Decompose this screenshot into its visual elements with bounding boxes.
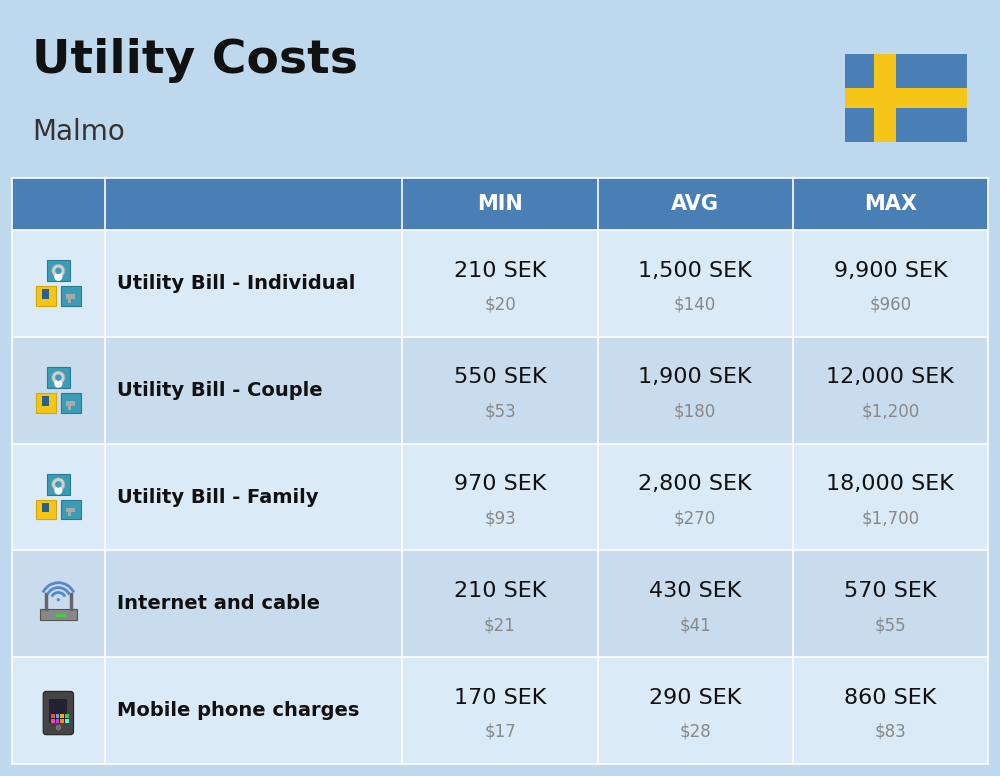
Bar bbox=[66, 294, 75, 299]
Bar bbox=[51, 714, 55, 718]
Text: Mobile phone charges: Mobile phone charges bbox=[117, 701, 359, 720]
Bar bbox=[36, 286, 56, 306]
Bar bbox=[47, 260, 70, 282]
Text: $28: $28 bbox=[679, 723, 711, 741]
Text: 170 SEK: 170 SEK bbox=[454, 688, 546, 708]
Text: 210 SEK: 210 SEK bbox=[454, 581, 546, 601]
Text: 1,900 SEK: 1,900 SEK bbox=[638, 367, 752, 387]
Bar bbox=[36, 393, 56, 413]
Circle shape bbox=[54, 487, 62, 494]
Text: $140: $140 bbox=[674, 296, 716, 314]
Bar bbox=[40, 608, 77, 620]
Circle shape bbox=[52, 371, 65, 384]
Text: MIN: MIN bbox=[477, 194, 523, 214]
Circle shape bbox=[57, 598, 60, 601]
Text: $1,200: $1,200 bbox=[861, 403, 920, 421]
Bar bbox=[12, 657, 988, 764]
Text: 290 SEK: 290 SEK bbox=[649, 688, 741, 708]
Text: $53: $53 bbox=[484, 403, 516, 421]
Bar bbox=[47, 367, 70, 388]
Bar bbox=[68, 405, 71, 410]
Circle shape bbox=[52, 478, 65, 491]
Bar bbox=[60, 714, 64, 718]
Bar bbox=[66, 508, 75, 512]
Text: $93: $93 bbox=[484, 509, 516, 528]
Bar bbox=[47, 474, 70, 495]
Bar bbox=[61, 393, 81, 413]
Circle shape bbox=[56, 726, 61, 730]
Text: $17: $17 bbox=[484, 723, 516, 741]
Bar bbox=[56, 714, 59, 718]
Bar bbox=[845, 54, 967, 142]
Text: 570 SEK: 570 SEK bbox=[844, 581, 937, 601]
Bar bbox=[42, 396, 49, 406]
Text: $83: $83 bbox=[875, 723, 906, 741]
Text: $55: $55 bbox=[875, 616, 906, 634]
Bar bbox=[60, 719, 64, 722]
Bar bbox=[12, 178, 988, 230]
Bar bbox=[56, 614, 66, 617]
Bar bbox=[845, 88, 967, 108]
FancyBboxPatch shape bbox=[43, 691, 74, 735]
Text: MAX: MAX bbox=[864, 194, 917, 214]
Text: $21: $21 bbox=[484, 616, 516, 634]
Circle shape bbox=[52, 265, 65, 277]
Bar bbox=[49, 699, 67, 722]
Text: $41: $41 bbox=[679, 616, 711, 634]
Text: 970 SEK: 970 SEK bbox=[454, 474, 546, 494]
Text: 1,500 SEK: 1,500 SEK bbox=[638, 261, 752, 281]
Text: Utility Bill - Individual: Utility Bill - Individual bbox=[117, 274, 355, 293]
Text: 12,000 SEK: 12,000 SEK bbox=[826, 367, 954, 387]
Bar bbox=[36, 500, 56, 519]
Text: $1,700: $1,700 bbox=[861, 509, 919, 528]
Bar bbox=[12, 337, 988, 444]
Text: 210 SEK: 210 SEK bbox=[454, 261, 546, 281]
Text: 860 SEK: 860 SEK bbox=[844, 688, 937, 708]
Text: $270: $270 bbox=[674, 509, 716, 528]
Bar bbox=[65, 719, 69, 722]
Bar bbox=[56, 719, 59, 722]
Text: $960: $960 bbox=[869, 296, 911, 314]
Bar bbox=[42, 289, 49, 299]
Text: AVG: AVG bbox=[671, 194, 719, 214]
Bar bbox=[66, 400, 75, 406]
Text: Internet and cable: Internet and cable bbox=[117, 594, 320, 613]
Circle shape bbox=[55, 268, 62, 274]
Bar bbox=[68, 298, 71, 303]
Bar bbox=[12, 230, 988, 337]
Text: Utility Costs: Utility Costs bbox=[32, 38, 358, 83]
Bar bbox=[68, 511, 71, 517]
Text: $20: $20 bbox=[484, 296, 516, 314]
Text: 18,000 SEK: 18,000 SEK bbox=[826, 474, 954, 494]
Circle shape bbox=[54, 379, 62, 388]
Bar bbox=[12, 550, 988, 657]
Bar bbox=[61, 286, 81, 306]
Bar bbox=[65, 714, 69, 718]
Text: $180: $180 bbox=[674, 403, 716, 421]
Text: 9,900 SEK: 9,900 SEK bbox=[834, 261, 947, 281]
Bar bbox=[12, 444, 988, 550]
Circle shape bbox=[54, 273, 62, 281]
Circle shape bbox=[55, 374, 62, 381]
Bar bbox=[51, 719, 55, 722]
Text: 550 SEK: 550 SEK bbox=[454, 367, 546, 387]
Text: Malmo: Malmo bbox=[32, 118, 125, 146]
Bar bbox=[874, 54, 896, 142]
Text: 2,800 SEK: 2,800 SEK bbox=[638, 474, 752, 494]
Bar bbox=[42, 503, 49, 512]
Circle shape bbox=[55, 481, 62, 487]
Text: Utility Bill - Couple: Utility Bill - Couple bbox=[117, 381, 322, 400]
Bar bbox=[61, 500, 81, 519]
Text: 430 SEK: 430 SEK bbox=[649, 581, 741, 601]
Text: Utility Bill - Family: Utility Bill - Family bbox=[117, 487, 318, 507]
